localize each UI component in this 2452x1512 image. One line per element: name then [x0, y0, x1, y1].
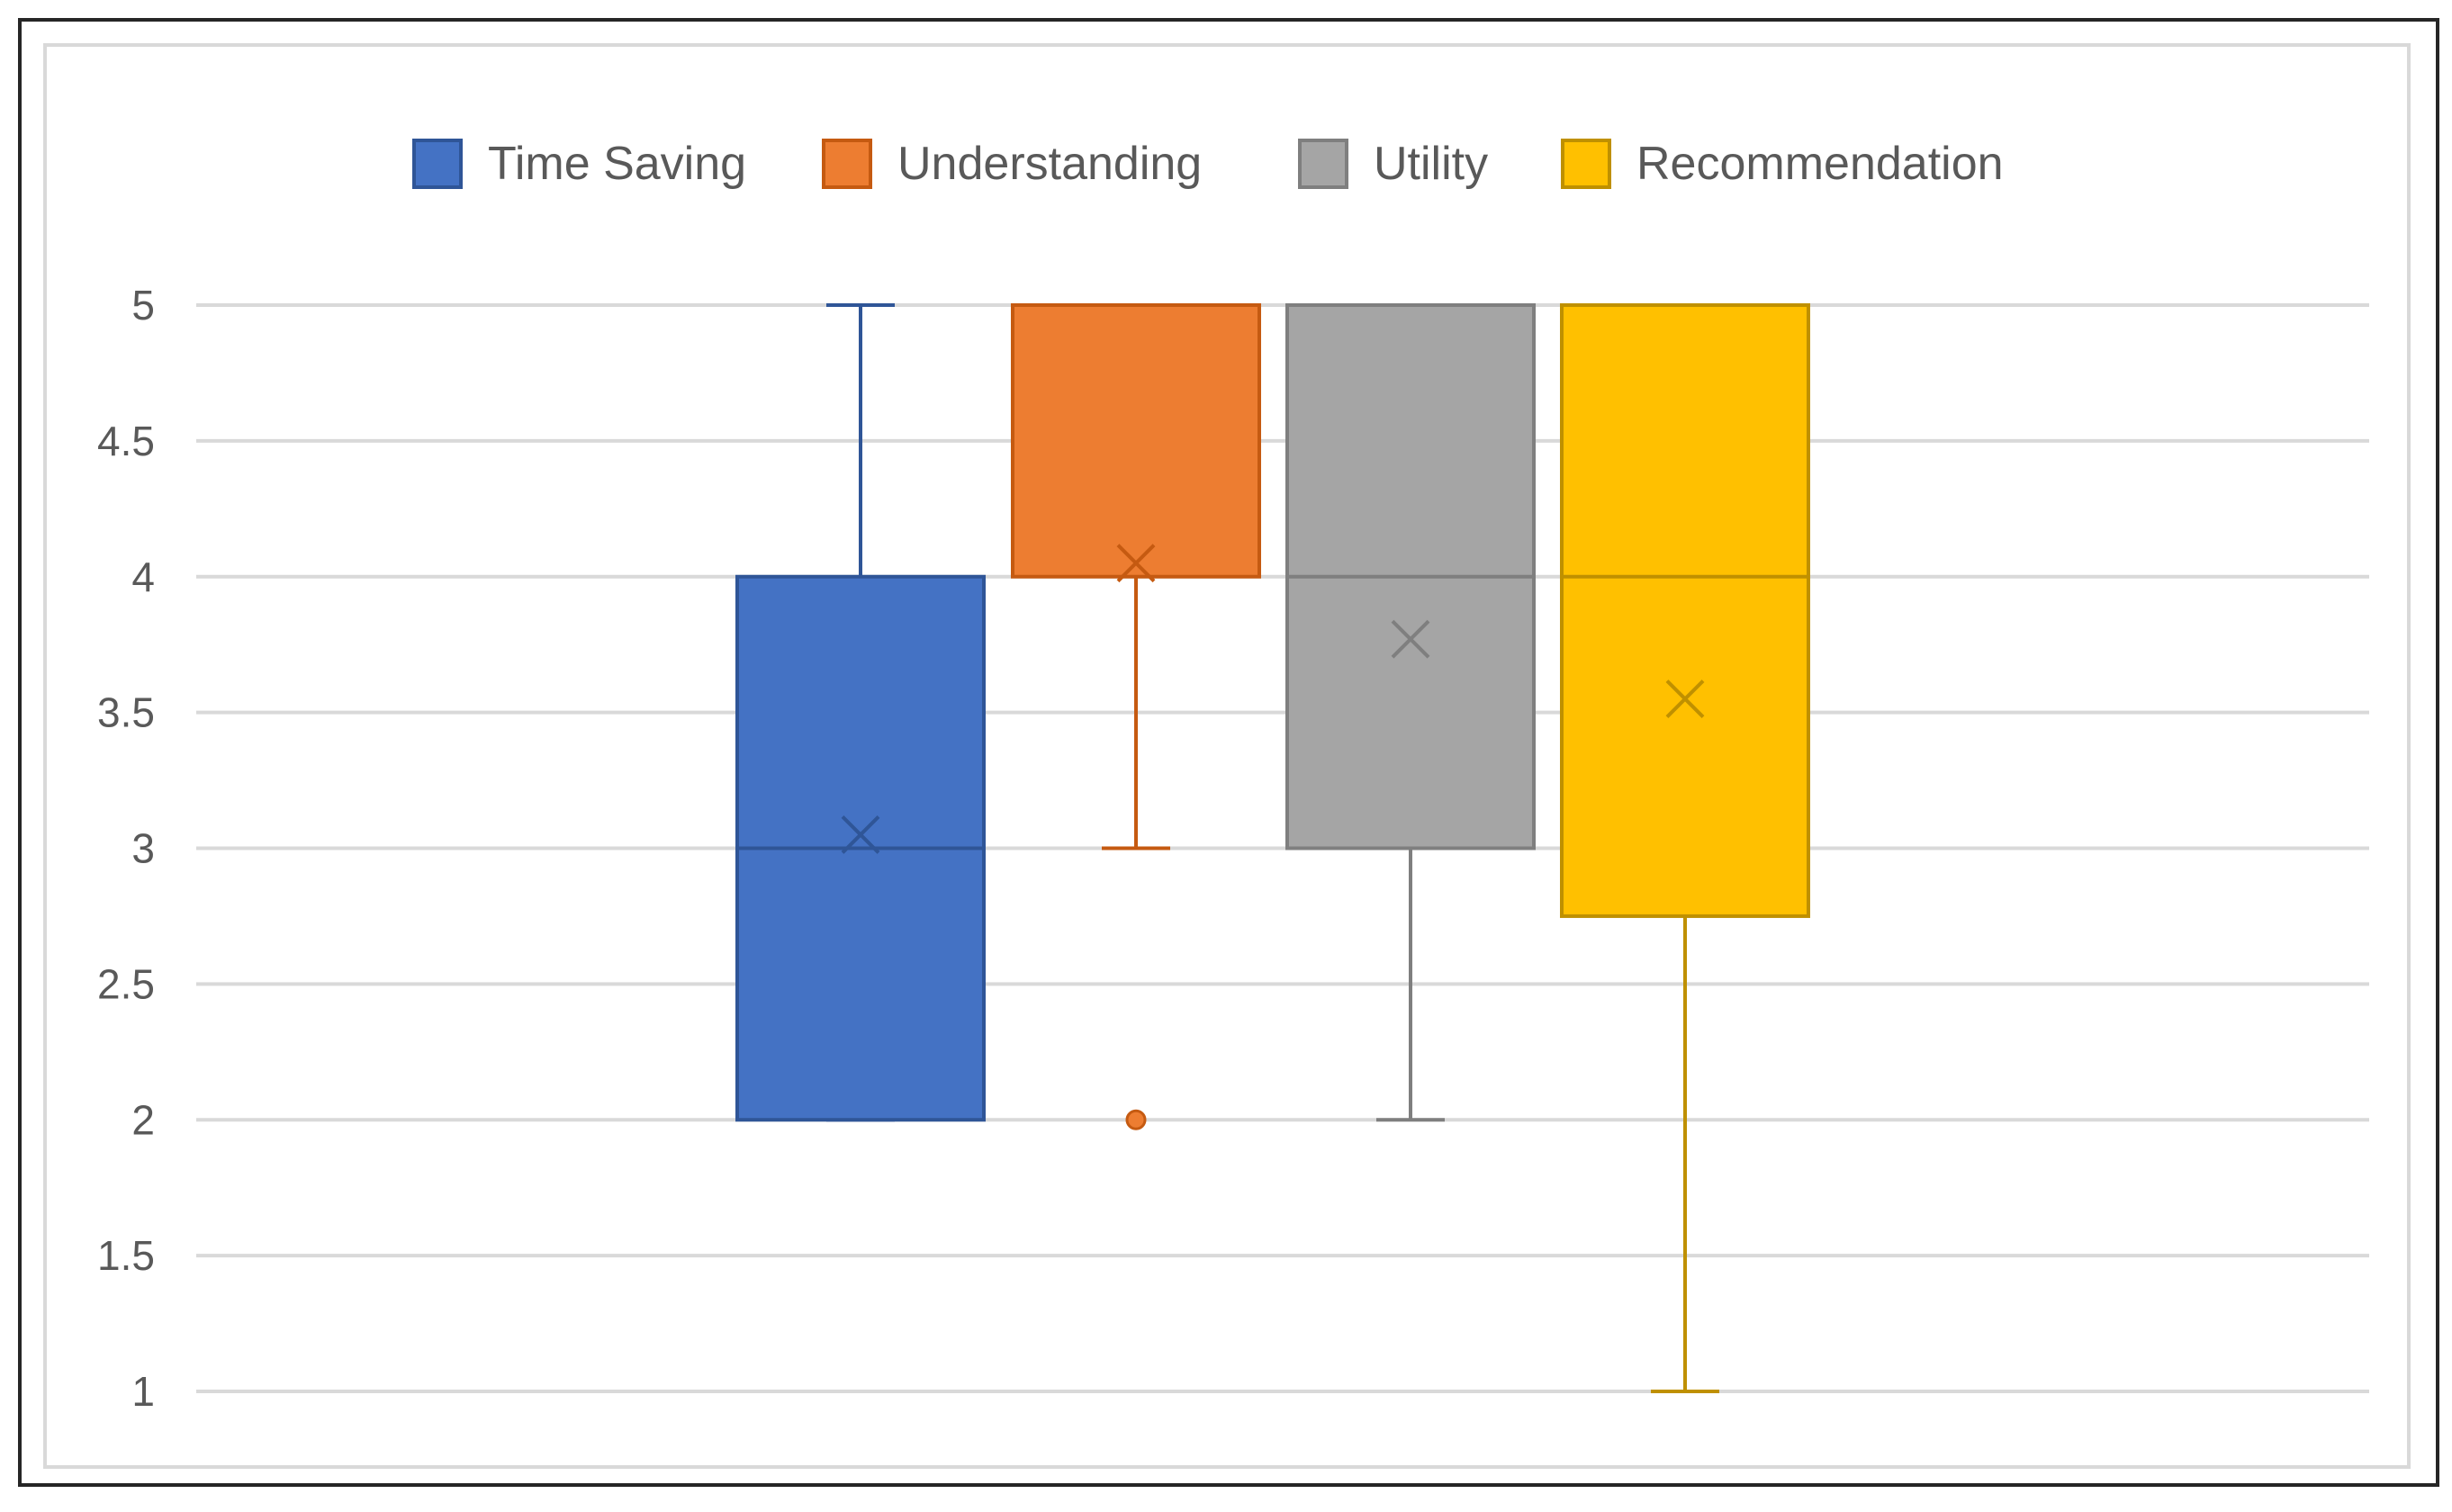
- outlier-point: [1125, 1109, 1147, 1130]
- legend-item: Understanding: [822, 138, 1202, 190]
- legend-item: Utility: [1298, 138, 1488, 190]
- mean-marker: [1116, 544, 1156, 583]
- y-tick-label: 1: [131, 1368, 155, 1415]
- mean-marker: [1391, 619, 1430, 659]
- box-recommendation: [1560, 303, 1810, 1393]
- legend-label: Time Saving: [488, 138, 746, 190]
- gridlines: [196, 303, 2369, 1393]
- legend-swatch: [822, 139, 872, 189]
- box-utility: [1285, 303, 1536, 1122]
- y-tick-label: 1.5: [97, 1232, 155, 1279]
- legend-label: Understanding: [897, 138, 1202, 190]
- iqr-box: [1011, 303, 1261, 579]
- mean-marker: [1665, 680, 1705, 718]
- legend-item: Recommendation: [1561, 138, 2004, 190]
- iqr-box: [1560, 303, 1810, 918]
- box-series: [735, 303, 1810, 1393]
- y-axis-tick-labels: 1 1.5 2 2.5 3 3.5 4 4.5 5: [97, 282, 155, 1415]
- legend-swatch: [1561, 139, 1611, 189]
- y-tick-label: 5: [131, 282, 155, 328]
- chart-area: [43, 43, 2411, 1469]
- legend-label: Utility: [1374, 138, 1488, 190]
- legend-label: Recommendation: [1636, 138, 2004, 190]
- legend-swatch: [1298, 139, 1348, 189]
- y-tick-label: 2.5: [97, 960, 155, 1007]
- y-tick-label: 2: [131, 1096, 155, 1143]
- box-understanding: [1011, 303, 1261, 1130]
- y-tick-label: 3: [131, 825, 155, 872]
- box-time-saving: [735, 303, 986, 1122]
- mean-marker: [841, 814, 880, 854]
- legend-swatch: [412, 139, 463, 189]
- legend: Time Saving Understanding Utility Recommend…: [412, 138, 2004, 190]
- y-tick-label: 4.5: [97, 418, 155, 464]
- y-tick-label: 3.5: [97, 689, 155, 736]
- y-tick-label: 4: [131, 554, 155, 600]
- legend-item: Time Saving: [412, 138, 746, 190]
